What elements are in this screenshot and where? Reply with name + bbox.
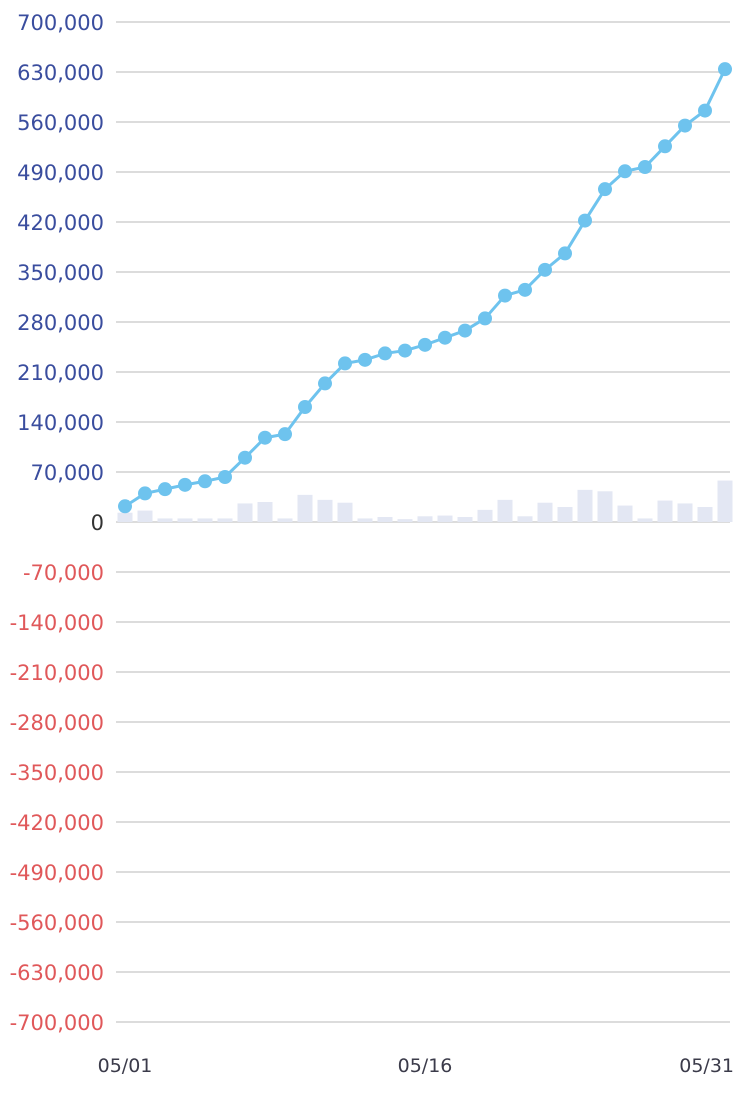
bar [397,519,413,522]
bar [317,499,333,522]
y-tick-label: -140,000 [10,611,104,635]
data-point [118,499,132,514]
data-point [698,103,712,118]
y-tick-label: 350,000 [17,261,104,285]
data-point [278,427,292,442]
y-axis-ticks: 700,000 630,000 560,000 490,000 420,000 350,0… [10,11,104,1035]
data-point [238,450,252,465]
y-tick-label: 490,000 [17,161,104,185]
data-point [498,288,512,303]
data-point [458,323,472,338]
bar [617,505,633,522]
bar [677,503,693,522]
data-point [218,470,232,484]
y-tick-label: 280,000 [17,311,104,335]
bar [257,502,273,522]
data-point [658,139,672,154]
data-point [418,337,432,352]
data-point [598,182,612,197]
x-axis-ticks: 05/01 05/16 05/31 [98,1055,734,1077]
y-tick-label: 630,000 [17,61,104,85]
bar [457,517,473,522]
data-point [678,118,692,133]
bar [717,480,733,522]
series-line [124,68,727,508]
bar [357,518,373,522]
y-tick-label: -350,000 [10,761,104,785]
y-tick-label: -560,000 [10,911,104,935]
x-tick-label: 05/16 [398,1055,453,1077]
data-point [718,62,732,77]
data-point [378,346,392,361]
bar-series [117,480,733,522]
data-point [138,486,152,501]
data-point [338,356,352,371]
y-tick-label: -630,000 [10,961,104,985]
bar [637,518,653,522]
bar [377,517,393,522]
x-tick-label: 05/31 [679,1055,734,1077]
bar [497,499,513,522]
bar [557,507,573,522]
y-tick-label: 700,000 [17,11,104,35]
data-point [358,352,372,367]
bar [237,503,253,522]
bar [477,509,493,522]
line-series [118,62,732,514]
bar [197,518,213,522]
y-tick-label: -70,000 [23,561,104,585]
data-point [538,262,552,277]
bar [537,502,553,522]
data-point [158,482,172,497]
y-tick-label: 210,000 [17,361,104,385]
y-tick-label: -700,000 [10,1011,104,1035]
y-tick-label: 560,000 [17,111,104,135]
data-point [438,330,452,345]
bar [657,500,673,522]
y-tick-label: -280,000 [10,711,104,735]
data-point [618,164,632,179]
y-tick-label: 0 [91,511,104,535]
y-tick-label: 420,000 [17,211,104,235]
y-tick-label: 140,000 [17,411,104,435]
data-point [298,400,312,414]
data-point [518,282,532,297]
data-point [198,474,212,489]
bar [117,512,133,522]
y-tick-label: -420,000 [10,811,104,835]
data-point [258,430,272,445]
x-tick-label: 05/01 [98,1055,153,1077]
bar [697,507,713,522]
data-point [638,160,652,174]
bar [517,516,533,522]
bar [597,491,613,522]
bar [137,510,153,522]
bar [177,518,193,522]
bar [157,518,173,522]
data-point [398,343,412,358]
bar [217,518,233,522]
data-point [578,213,592,228]
bar [297,494,313,522]
data-point [318,376,332,391]
data-point [178,477,192,492]
bar [577,489,593,522]
bar [277,518,293,522]
bar [417,516,433,522]
data-point [478,311,492,326]
y-tick-label: -490,000 [10,861,104,885]
y-tick-label: -210,000 [10,661,104,685]
data-point [558,246,572,261]
bar [337,502,353,522]
bar [437,515,453,522]
y-tick-label: 70,000 [31,461,104,485]
